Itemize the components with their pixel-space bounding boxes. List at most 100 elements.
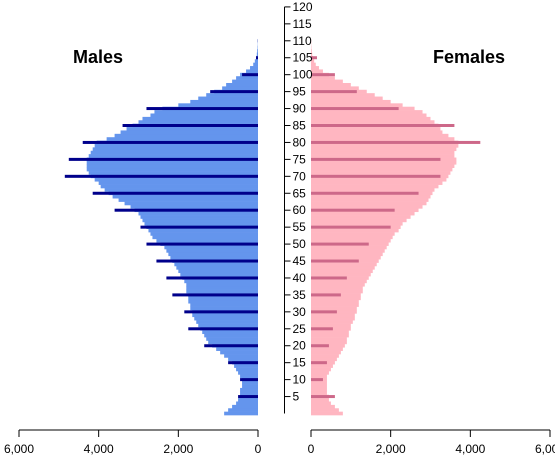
- males-bars: [64, 38, 259, 416]
- x-axes: 6,000 4,000 2,000 0 0 2,000 4,000 6,000: [4, 429, 555, 456]
- female-bar-age-29: [311, 313, 355, 318]
- female-bar-age-74: [311, 160, 457, 165]
- female-bar-age-97: [311, 82, 351, 87]
- female-bar-age-43: [311, 265, 375, 270]
- male-bar-age-74: [86, 160, 258, 165]
- male-bar-age-9: [242, 381, 258, 385]
- males-x-tick-label-6000: 6,000: [4, 442, 34, 456]
- male-bar-age-64: [112, 194, 258, 199]
- male-bar-age-69: [94, 177, 258, 182]
- age-tick-label-20: 20: [293, 339, 307, 353]
- females-x-tick-label-0: 0: [308, 442, 315, 456]
- females-x-tick-label-2000: 2,000: [376, 442, 406, 456]
- male-bar-age-68: [98, 181, 259, 185]
- female-bar-age-92: [311, 99, 391, 104]
- male-bar-age-22: [206, 337, 258, 341]
- male-bar-age-54: [148, 228, 258, 233]
- female-highlight-bar-age-45: [311, 259, 359, 263]
- age-tick-label-45: 45: [293, 254, 307, 268]
- male-bar-age-98: [232, 79, 258, 84]
- age-tick-label-55: 55: [293, 220, 307, 234]
- males-x-tick-label-4000: 4,000: [84, 442, 114, 456]
- female-bar-age-14: [311, 364, 333, 368]
- female-bar-age-86: [311, 120, 435, 124]
- female-bar-age-46: [311, 255, 381, 260]
- male-highlight-bar-age-90: [146, 107, 258, 111]
- female-bar-age-28: [311, 316, 355, 321]
- female-bar-age-84: [311, 127, 441, 131]
- female-bar-age-69: [311, 177, 447, 182]
- male-bar-age-36: [186, 289, 258, 294]
- male-highlight-bar-age-35: [172, 293, 258, 297]
- male-bar-age-77: [90, 150, 258, 155]
- male-bar-age-3: [236, 401, 258, 406]
- male-bar-age-99: [236, 76, 258, 80]
- female-bar-age-42: [311, 269, 373, 274]
- female-bar-age-44: [311, 262, 377, 267]
- male-bar-age-67: [100, 184, 259, 189]
- female-bar-age-13: [311, 367, 331, 372]
- female-highlight-bar-age-55: [311, 225, 391, 229]
- male-bar-age-57: [142, 218, 258, 223]
- female-bar-age-77: [311, 150, 455, 155]
- male-bar-age-97: [226, 82, 258, 87]
- male-bar-age-94: [206, 93, 258, 97]
- male-bar-age-71: [88, 171, 258, 175]
- female-bar-age-102: [311, 66, 319, 70]
- male-highlight-bar-age-40: [166, 276, 258, 280]
- age-tick-label-90: 90: [293, 102, 307, 116]
- age-tick-label-70: 70: [293, 169, 307, 183]
- female-highlight-bar-age-60: [311, 208, 395, 212]
- female-highlight-bar-age-10: [311, 378, 323, 382]
- male-bar-age-0: [224, 411, 258, 416]
- female-bar-age-79: [311, 143, 459, 148]
- female-highlight-bar-age-80: [311, 140, 481, 144]
- female-highlight-bar-age-105: [311, 56, 317, 60]
- female-bar-age-96: [311, 86, 359, 91]
- males-panel-title: Males: [73, 47, 123, 67]
- male-bar-age-89: [154, 110, 258, 114]
- male-bar-age-46: [170, 255, 258, 260]
- male-bar-age-91: [178, 103, 258, 108]
- age-tick-label-80: 80: [293, 135, 307, 149]
- age-tick-label-10: 10: [293, 373, 307, 387]
- female-bar-age-73: [311, 164, 455, 169]
- male-bar-age-33: [188, 299, 258, 304]
- male-bar-age-21: [208, 340, 258, 345]
- male-bar-age-24: [202, 330, 258, 335]
- female-bar-age-61: [311, 204, 423, 209]
- female-bar-age-103: [311, 62, 316, 67]
- male-highlight-bar-age-5: [238, 395, 258, 399]
- male-highlight-bar-age-65: [92, 191, 258, 195]
- female-highlight-bar-age-40: [311, 276, 347, 280]
- male-bar-age-37: [186, 286, 258, 290]
- male-bar-age-79: [94, 143, 258, 148]
- male-highlight-bar-age-30: [184, 310, 258, 314]
- male-highlight-bar-age-70: [64, 174, 258, 178]
- male-bar-age-47: [168, 252, 258, 257]
- male-bar-age-4: [238, 398, 258, 402]
- male-bar-age-11: [240, 374, 258, 379]
- female-highlight-bar-age-90: [311, 107, 399, 111]
- females-bars: [311, 38, 481, 416]
- male-bar-age-96: [222, 86, 258, 91]
- female-highlight-bar-age-25: [311, 327, 333, 331]
- male-bar-age-13: [236, 367, 258, 372]
- female-highlight-bar-age-65: [311, 191, 419, 195]
- male-highlight-bar-age-80: [82, 140, 258, 144]
- female-bar-age-104: [311, 59, 315, 63]
- age-tick-label-15: 15: [293, 356, 307, 370]
- male-bar-age-7: [240, 387, 258, 392]
- age-tick-label-60: 60: [293, 203, 307, 217]
- age-tick-label-120: 120: [293, 0, 313, 14]
- female-highlight-bar-age-75: [311, 157, 441, 161]
- male-bar-age-63: [118, 198, 258, 202]
- female-bar-age-33: [311, 299, 359, 304]
- female-highlight-bar-age-20: [311, 344, 329, 348]
- male-bar-age-16: [228, 357, 258, 362]
- female-bar-age-71: [311, 171, 451, 175]
- female-bar-age-78: [311, 147, 457, 152]
- female-bar-age-58: [311, 215, 411, 219]
- male-bar-age-23: [204, 333, 258, 338]
- male-bar-age-72: [86, 167, 258, 172]
